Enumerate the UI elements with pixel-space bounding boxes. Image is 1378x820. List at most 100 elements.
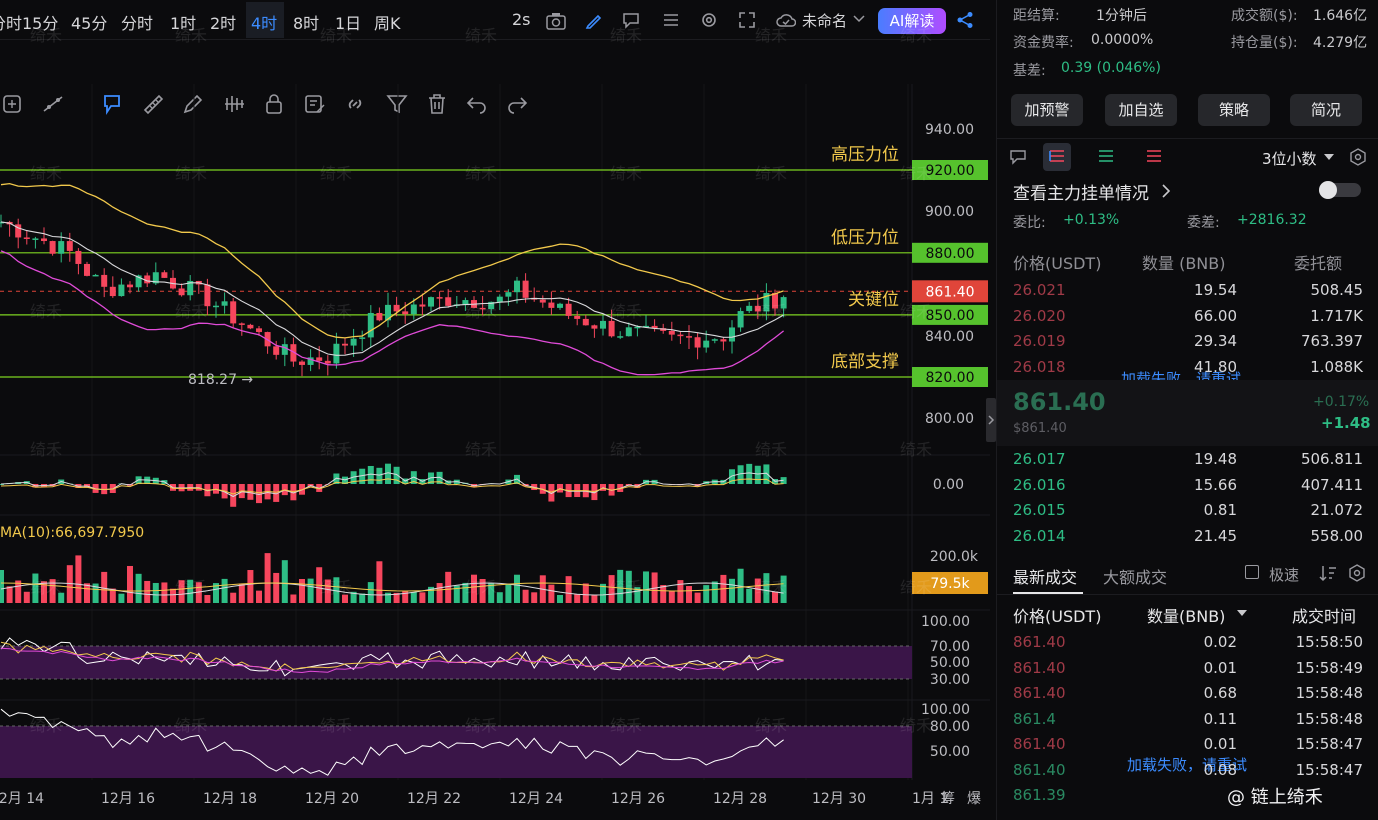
trend-line-icon[interactable] — [41, 92, 65, 116]
main-orders-toggle[interactable] — [1319, 181, 1361, 199]
overview-button[interactable]: 简况 — [1290, 94, 1362, 126]
trade-row: 861.40 0.01 15:58:49 — [1013, 659, 1363, 683]
ask-qty: 41.80 — [1194, 357, 1237, 376]
brush-icon[interactable] — [181, 92, 205, 116]
candle-body — [548, 302, 555, 308]
candle-body — [694, 337, 701, 348]
pen-icon[interactable] — [585, 11, 603, 29]
add-watchlist-button[interactable]: 加自选 — [1105, 94, 1177, 126]
last-price-text: 861.40 — [926, 284, 975, 300]
tf-partial[interactable]: 分时 — [0, 14, 23, 33]
tf-15m[interactable]: 15分 — [22, 14, 59, 33]
bid-row[interactable]: 26.016 15.66 407.411 — [1013, 476, 1363, 500]
trash-icon[interactable] — [425, 92, 449, 116]
book-settings-icon[interactable] — [1349, 148, 1367, 166]
volume-tag — [912, 572, 988, 594]
candle-body — [333, 343, 340, 364]
bid-row[interactable]: 26.014 21.45 558.00 — [1013, 527, 1363, 551]
level-price-tag — [912, 304, 988, 325]
book-both-icon[interactable] — [1009, 148, 1027, 166]
pattern-icon[interactable] — [222, 92, 246, 116]
osc-line — [0, 708, 784, 776]
candle-body — [342, 343, 348, 346]
add-alert-button[interactable]: 加预警 — [1011, 94, 1083, 126]
settings-icon[interactable] — [700, 11, 718, 29]
filter-icon[interactable] — [385, 92, 409, 116]
volume-bar — [187, 579, 194, 603]
fullscreen-icon[interactable] — [738, 11, 756, 29]
volume-tag-text: 79.5k — [930, 576, 970, 592]
turnover-value: 1.646亿 — [1313, 8, 1368, 24]
layout-name[interactable]: 未命名 — [802, 12, 848, 30]
qty-chevron-icon[interactable] — [1237, 610, 1247, 616]
chevron-down-icon[interactable] — [853, 15, 865, 23]
candle-body — [436, 297, 443, 299]
volume-bar — [256, 590, 262, 603]
candle-body — [230, 301, 237, 324]
cloud-check-icon[interactable] — [776, 11, 796, 29]
tf-2h[interactable]: 2时 — [210, 14, 237, 33]
magnet-icon[interactable] — [1, 92, 25, 116]
chevron-right-icon[interactable] — [1161, 184, 1171, 198]
tf-1d[interactable]: 1日 — [335, 14, 362, 33]
ask-row[interactable]: 26.018 41.80 1.088K — [1013, 358, 1363, 382]
tf-4h[interactable]: 4时 — [251, 14, 278, 33]
ask-row[interactable]: 26.020 66.00 1.717K — [1013, 307, 1363, 331]
tab-large-trades[interactable]: 大额成交 — [1103, 568, 1168, 587]
trade-qty: 0.02 — [1203, 633, 1237, 651]
fast-checkbox[interactable] — [1245, 565, 1259, 579]
tf-timeshare[interactable]: 分时 — [121, 14, 154, 33]
ask-row[interactable]: 26.021 19.54 508.45 — [1013, 281, 1363, 305]
trades-load-error[interactable]: 加载失败，请重试 — [1127, 756, 1248, 774]
candle-body — [359, 337, 366, 339]
link-icon[interactable] — [343, 92, 367, 116]
note-edit-icon[interactable] — [303, 92, 327, 116]
redo-icon[interactable] — [505, 92, 529, 116]
camera-icon[interactable] — [546, 12, 566, 30]
refresh-interval[interactable]: 2s — [512, 10, 531, 29]
lock-icon[interactable] — [262, 92, 286, 116]
undo-icon[interactable] — [465, 92, 489, 116]
book-bids-icon[interactable] — [1097, 149, 1115, 165]
level-price-text: 820.00 — [926, 370, 975, 386]
volume-bar — [505, 584, 512, 603]
indicator-list-icon[interactable] — [662, 12, 680, 28]
trades-qty-header[interactable]: 数量(BNB) — [1147, 607, 1226, 626]
ask-row[interactable]: 26.019 29.34 763.397 — [1013, 332, 1363, 356]
tf-week[interactable]: 周K — [374, 14, 401, 33]
volume-bar — [479, 579, 486, 603]
level-label: 低压力位 — [831, 228, 899, 248]
tab-latest-trades[interactable]: 最新成交 — [1013, 568, 1078, 587]
comment-icon[interactable] — [622, 11, 640, 29]
ob-qty-header[interactable]: 数量 (BNB) — [1142, 254, 1226, 273]
ob-amount-header[interactable]: 委托额 — [1294, 254, 1343, 273]
book-depth-icon[interactable] — [1145, 149, 1163, 165]
volume-bar — [591, 594, 598, 603]
candle-body — [419, 304, 426, 307]
divider — [997, 138, 1378, 139]
ask-list: 26.021 19.54 508.45 26.020 66.00 1.717K 26.019… — [997, 0, 1378, 820]
decimals-select[interactable]: 3位小数 — [1262, 150, 1317, 168]
chip-icon[interactable]: 筹 — [941, 790, 955, 807]
tf-1h[interactable]: 1时 — [170, 14, 197, 33]
macd-bar — [367, 465, 374, 484]
share-icon[interactable] — [956, 11, 974, 29]
bid-row[interactable]: 26.015 0.81 21.072 — [1013, 501, 1363, 525]
liquidation-icon[interactable]: 爆 — [967, 791, 981, 807]
book-asks-tab[interactable] — [1043, 143, 1071, 171]
price-axis-label: 900.00 — [925, 204, 974, 220]
tf-8h[interactable]: 8时 — [293, 14, 320, 33]
candlestick-chart[interactable]: 高压力位 920.00 低压力位 880.00 关键位 850.00 底部支撑 820.00 8… — [0, 84, 990, 820]
decimals-chevron-icon[interactable] — [1324, 154, 1334, 160]
ruler-icon[interactable] — [141, 92, 165, 116]
strategy-button[interactable]: 策略 — [1198, 94, 1270, 126]
tf-45m[interactable]: 45分 — [71, 14, 108, 33]
main-orders-link[interactable]: 查看主力挂单情况 — [1013, 184, 1149, 204]
ai-analysis-button[interactable]: AI解读 — [878, 8, 946, 34]
trades-settings-icon[interactable] — [1348, 564, 1366, 582]
sort-icon[interactable] — [1319, 564, 1337, 582]
panel-collapse-handle[interactable] — [986, 398, 996, 442]
bid-row[interactable]: 26.017 19.48 506.811 — [1013, 450, 1363, 474]
cursor-tool-icon[interactable] — [101, 92, 125, 116]
volume-bar — [221, 578, 228, 603]
